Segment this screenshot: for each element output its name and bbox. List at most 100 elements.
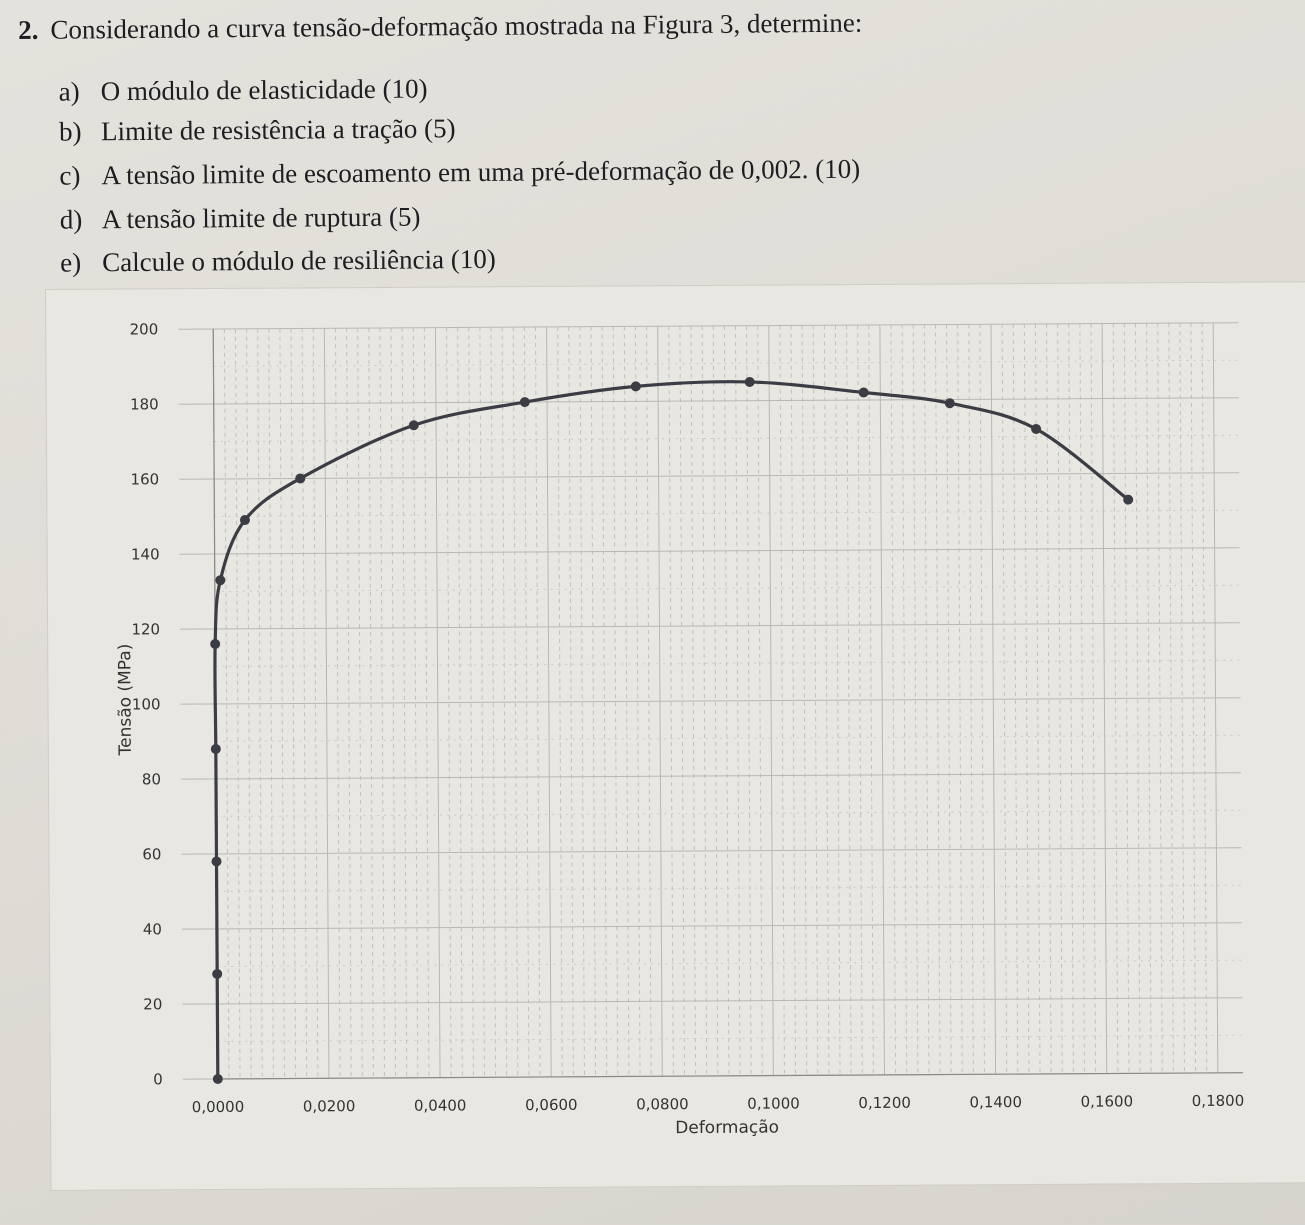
x-tick-label: 0,0200 bbox=[303, 1097, 356, 1115]
minor-gridline-x bbox=[1090, 323, 1097, 1074]
minor-gridline-x bbox=[401, 327, 408, 1078]
minor-gridline-x bbox=[368, 328, 374, 1079]
minor-gridline-x bbox=[1001, 324, 1008, 1075]
x-tick-label: 0,1800 bbox=[1192, 1092, 1245, 1110]
minor-gridline-x bbox=[568, 326, 574, 1077]
minor-gridline-x bbox=[823, 325, 830, 1076]
minor-gridline-x bbox=[801, 325, 808, 1076]
major-gridline-y bbox=[180, 772, 1241, 780]
data-point bbox=[295, 473, 306, 484]
x-tick-labels: 0,0000 0,0200 0,0400 0,0600 0,0800 0,1000 0,12… bbox=[192, 1092, 1245, 1116]
y-tick-labels: 0 20 40 60 80 100 120 140 160 180 200 bbox=[130, 320, 163, 1088]
minor-gridline-x bbox=[1046, 323, 1052, 1074]
minor-gridline-x bbox=[901, 324, 908, 1075]
minor-gridline-y bbox=[214, 509, 1240, 517]
minor-gridline-x bbox=[1123, 323, 1130, 1074]
x-tick-label: 0,0000 bbox=[192, 1098, 245, 1116]
minor-gridline-y bbox=[213, 434, 1239, 442]
major-gridlines bbox=[178, 322, 1243, 1080]
series-line bbox=[213, 380, 1130, 1079]
minor-gridline-x bbox=[868, 324, 874, 1075]
minor-gridline-x bbox=[446, 327, 452, 1078]
data-point bbox=[1123, 494, 1134, 505]
major-gridline-y bbox=[181, 922, 1242, 930]
minor-gridline-x bbox=[279, 328, 285, 1079]
minor-gridline-x bbox=[779, 325, 785, 1076]
major-gridline-y bbox=[178, 322, 1239, 330]
minor-gridline-x bbox=[912, 324, 919, 1075]
minor-gridline-x bbox=[968, 324, 974, 1075]
data-point bbox=[944, 398, 955, 409]
data-point bbox=[630, 381, 641, 392]
data-point bbox=[210, 638, 221, 649]
minor-gridline-x bbox=[601, 326, 608, 1077]
minor-gridline-x bbox=[846, 325, 852, 1076]
minor-gridline-x bbox=[946, 324, 952, 1075]
x-axis-title: Deformação bbox=[675, 1118, 779, 1139]
minor-gridline-x bbox=[1057, 323, 1063, 1074]
minor-gridline-y bbox=[215, 734, 1241, 742]
data-point bbox=[210, 743, 221, 754]
x-tick-label: 0,0400 bbox=[414, 1096, 467, 1114]
minor-gridline-y bbox=[217, 1034, 1243, 1042]
minor-gridline-x bbox=[690, 326, 697, 1077]
major-gridline-y bbox=[180, 697, 1241, 705]
y-tick-label: 80 bbox=[142, 770, 161, 788]
minor-gridline-x bbox=[268, 328, 274, 1079]
x-tick-label: 0,1200 bbox=[858, 1094, 911, 1112]
major-gridline-y bbox=[179, 547, 1240, 555]
major-gridline-y bbox=[178, 397, 1239, 405]
y-axis-title: Tensão (MPa) bbox=[115, 644, 136, 757]
minor-gridline-x bbox=[523, 327, 530, 1078]
y-tick-label: 100 bbox=[132, 695, 161, 713]
minor-gridline-x bbox=[579, 326, 585, 1077]
minor-gridline-x bbox=[257, 328, 263, 1079]
minor-gridline-x bbox=[468, 327, 474, 1078]
minor-gridline-x bbox=[357, 328, 363, 1079]
y-tick-label: 40 bbox=[143, 920, 162, 938]
major-gridline-y bbox=[179, 472, 1240, 480]
minor-gridline-x bbox=[290, 328, 297, 1079]
minor-gridline-x bbox=[246, 328, 252, 1079]
minor-gridline-x bbox=[590, 326, 597, 1077]
chart-paper: 0 20 40 60 80 100 120 140 160 180 200 0,0000 0,0200… bbox=[46, 282, 1305, 1190]
minor-gridline-x bbox=[334, 328, 341, 1079]
data-point bbox=[215, 575, 226, 586]
x-axis-line bbox=[217, 1072, 1243, 1080]
x-tick-label: 0,0600 bbox=[525, 1096, 578, 1114]
minor-gridline-x bbox=[312, 328, 319, 1079]
minor-gridline-x bbox=[346, 328, 352, 1079]
minor-gridline-x bbox=[1012, 324, 1019, 1075]
minor-gridline-x bbox=[668, 326, 674, 1077]
minor-gridline-x bbox=[479, 327, 485, 1078]
minor-gridline-y bbox=[215, 659, 1241, 667]
minor-gridline-x bbox=[1034, 323, 1041, 1074]
minor-gridline-x bbox=[490, 327, 497, 1078]
minor-gridline-x bbox=[679, 326, 685, 1077]
minor-gridline-x bbox=[957, 324, 963, 1075]
minor-gridline-x bbox=[790, 325, 797, 1076]
minor-gridline-y bbox=[216, 809, 1242, 817]
minor-gridline-x bbox=[223, 328, 230, 1079]
y-tick-label: 140 bbox=[131, 545, 160, 563]
minor-gridline-x bbox=[723, 325, 730, 1076]
y-tick-label: 0 bbox=[153, 1070, 163, 1088]
minor-gridline-x bbox=[1201, 322, 1208, 1073]
data-point bbox=[408, 420, 419, 431]
y-tick-label: 120 bbox=[131, 620, 160, 638]
minor-gridline-x bbox=[923, 324, 930, 1075]
minor-gridline-x bbox=[390, 327, 397, 1078]
data-point bbox=[212, 1073, 223, 1084]
minor-gridline-x bbox=[701, 325, 708, 1076]
minor-gridline-x bbox=[857, 325, 863, 1076]
y-tick-label: 180 bbox=[130, 395, 159, 413]
minor-gridline-x bbox=[1023, 324, 1030, 1075]
minor-gridline-x bbox=[1157, 323, 1163, 1074]
minor-gridline-x bbox=[746, 325, 752, 1076]
data-point bbox=[744, 376, 755, 387]
major-gridline-y bbox=[182, 997, 1243, 1005]
minor-gridline-x bbox=[1134, 323, 1141, 1074]
minor-gridline-x bbox=[1112, 323, 1119, 1074]
y-tick-label: 200 bbox=[130, 320, 159, 338]
